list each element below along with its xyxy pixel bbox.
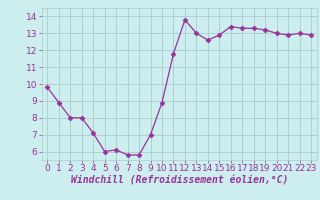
X-axis label: Windchill (Refroidissement éolien,°C): Windchill (Refroidissement éolien,°C) xyxy=(70,176,288,186)
